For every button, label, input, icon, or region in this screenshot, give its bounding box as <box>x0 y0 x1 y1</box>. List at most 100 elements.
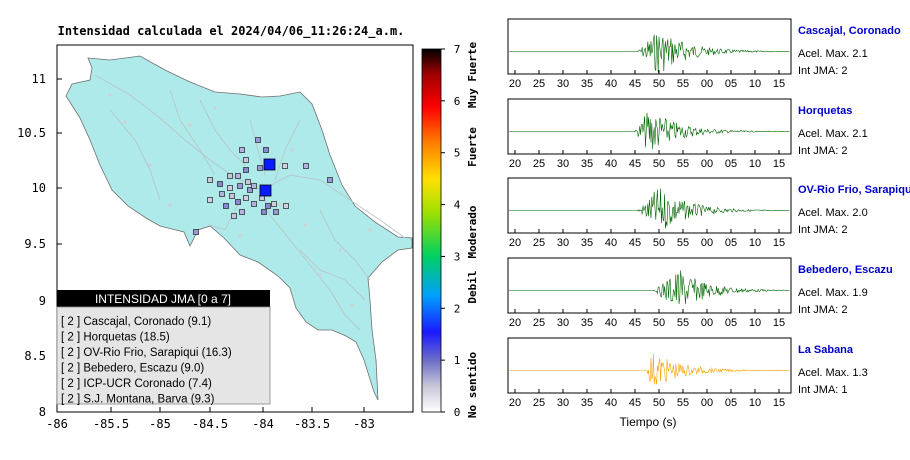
station-marker <box>243 157 249 163</box>
colorbar-tick-label: 1 <box>454 354 461 367</box>
station-marker <box>327 177 333 183</box>
map-x-tick-label: -85 <box>149 417 171 431</box>
trace-x-tick-label: 45 <box>629 397 641 409</box>
town-markers <box>108 93 372 307</box>
trace-x-tick-label: 55 <box>677 78 689 90</box>
colorbar-tick-label: 0 <box>454 406 461 419</box>
trace-x-tick-label: 10 <box>749 237 761 249</box>
trace-x-tick-label: 00 <box>701 397 713 409</box>
trace-panel: 20 25 30 35 40 45 50 55 00 05 10 15 Horquetas Acel. M… <box>507 98 868 170</box>
station-acel-max: Acel. Max. 1.3 <box>798 367 868 379</box>
trace-panel: 20 25 30 35 40 45 50 55 00 05 10 15 Bebedero, Escazu… <box>507 257 893 329</box>
trace-x-tick-label: 20 <box>509 237 521 249</box>
trace-x-tick-label: 15 <box>773 237 785 249</box>
station-marker <box>265 203 271 209</box>
colorbar-tick-label: 4 <box>454 199 461 212</box>
colorbar-tick-label: 7 <box>454 43 461 56</box>
trace-x-tick-label: 55 <box>677 237 689 249</box>
map-title: Intensidad calculada el 2024/04/06_11:26… <box>58 24 405 39</box>
map-x-tick-label: -86 <box>46 417 68 431</box>
station-marker <box>303 163 309 169</box>
trace-x-tick-label: 15 <box>773 317 785 329</box>
station-int-jma: Int JMA: 2 <box>798 224 848 236</box>
station-marker <box>261 209 267 215</box>
trace-x-tick-label: 50 <box>653 317 665 329</box>
trace-waveform <box>509 353 790 385</box>
map-y-axis: 11 10.5 10 9.5 9 8.5 8 <box>17 72 62 419</box>
trace-x-tick-label: 30 <box>557 317 569 329</box>
colorbar-tick-label: 6 <box>454 95 461 108</box>
trace-frame <box>507 257 792 314</box>
trace-panel: 20 25 30 35 40 45 50 55 00 05 10 15 Cascajal, Corona… <box>507 18 901 90</box>
epicenter-marker <box>259 184 272 197</box>
trace-panel: 20 25 30 35 40 45 50 55 00 05 10 15 La Sabana Acel. M… <box>507 337 868 409</box>
station-marker <box>227 185 233 191</box>
trace-panel: 20 25 30 35 40 45 50 55 00 05 10 15 OV-Rio Frio, Sar… <box>507 177 910 249</box>
map-y-tick-label: 8.5 <box>24 349 46 363</box>
trace-waveform <box>509 188 790 229</box>
trace-x-tick-label: 00 <box>701 78 713 90</box>
trace-x-tick-label: 45 <box>629 237 641 249</box>
station-acel-max: Acel. Max. 2.1 <box>798 128 868 140</box>
trace-x-tick-label: 35 <box>581 317 593 329</box>
station-marker <box>239 147 245 153</box>
station-int-jma: Int JMA: 2 <box>798 304 848 316</box>
colorbar-tick-label: 3 <box>454 250 461 263</box>
trace-x-tick-label: 20 <box>509 78 521 90</box>
station-marker <box>247 187 253 193</box>
colorbar-label: No sentido <box>466 352 479 419</box>
trace-x-tick-label: 35 <box>581 158 593 170</box>
station-marker <box>243 195 249 201</box>
legend-item: [ 2 ] Horquetas (18.5) <box>61 332 170 344</box>
legend-header <box>57 290 270 307</box>
trace-frame <box>507 177 792 234</box>
legend-item: [ 2 ] Bebedero, Escazu (9.0) <box>61 363 204 375</box>
trace-x-tick-label: 20 <box>509 317 521 329</box>
trace-x-tick-label: 40 <box>605 78 617 90</box>
station-acel-max: Acel. Max. 2.0 <box>798 207 868 219</box>
legend-item: [ 2 ] OV-Rio Frio, Sarapiqui (16.3) <box>61 347 232 359</box>
colorbar-label: Debil <box>466 270 479 303</box>
intensity-map: Intensidad calculada el 2024/04/06_11:26… <box>17 24 414 431</box>
map-y-tick-label: 9.5 <box>24 237 46 251</box>
map-y-tick-label: 10.5 <box>17 126 46 140</box>
colorbar-tick-label: 5 <box>454 147 461 160</box>
trace-x-tick-label: 25 <box>533 158 545 170</box>
colorbar-label: Fuerte <box>466 127 479 167</box>
trace-x-tick-label: 05 <box>725 237 737 249</box>
trace-x-tick-label: 35 <box>581 237 593 249</box>
colorbar-label: Muy Fuerte <box>466 42 479 109</box>
station-marker <box>227 173 233 179</box>
trace-waveform <box>509 270 790 305</box>
station-int-jma: Int JMA: 1 <box>798 384 848 396</box>
trace-x-tick-label: 10 <box>749 158 761 170</box>
trace-x-tick-label: 30 <box>557 397 569 409</box>
trace-x-tick-label: 55 <box>677 397 689 409</box>
map-y-tick-label: 9 <box>39 294 46 308</box>
station-marker <box>271 201 277 207</box>
map-x-tick-label: -84.5 <box>192 417 228 431</box>
station-marker <box>207 197 213 203</box>
trace-x-tick-label: 00 <box>701 158 713 170</box>
trace-x-tick-label: 40 <box>605 317 617 329</box>
station-name: Cascajal, Coronado <box>798 25 901 37</box>
station-name: Horquetas <box>798 105 852 117</box>
station-marker <box>245 179 251 185</box>
station-marker <box>231 213 237 219</box>
trace-x-tick-label: 20 <box>509 397 521 409</box>
trace-x-tick-label: 45 <box>629 158 641 170</box>
colorbar-label: Moderado <box>466 205 479 258</box>
station-int-jma: Int JMA: 2 <box>798 65 848 77</box>
trace-x-tick-label: 40 <box>605 158 617 170</box>
trace-x-tick-label: 50 <box>653 397 665 409</box>
trace-x-tick-label: 00 <box>701 317 713 329</box>
trace-x-tick-label: 55 <box>677 317 689 329</box>
map-y-tick-label: 10 <box>32 181 46 195</box>
trace-x-tick-label: 50 <box>653 78 665 90</box>
map-x-tick-label: -84 <box>252 417 274 431</box>
trace-x-tick-label: 45 <box>629 78 641 90</box>
trace-x-tick-label: 55 <box>677 158 689 170</box>
station-marker <box>283 203 289 209</box>
map-y-tick-label: 8 <box>39 405 46 419</box>
trace-frame <box>507 98 792 155</box>
